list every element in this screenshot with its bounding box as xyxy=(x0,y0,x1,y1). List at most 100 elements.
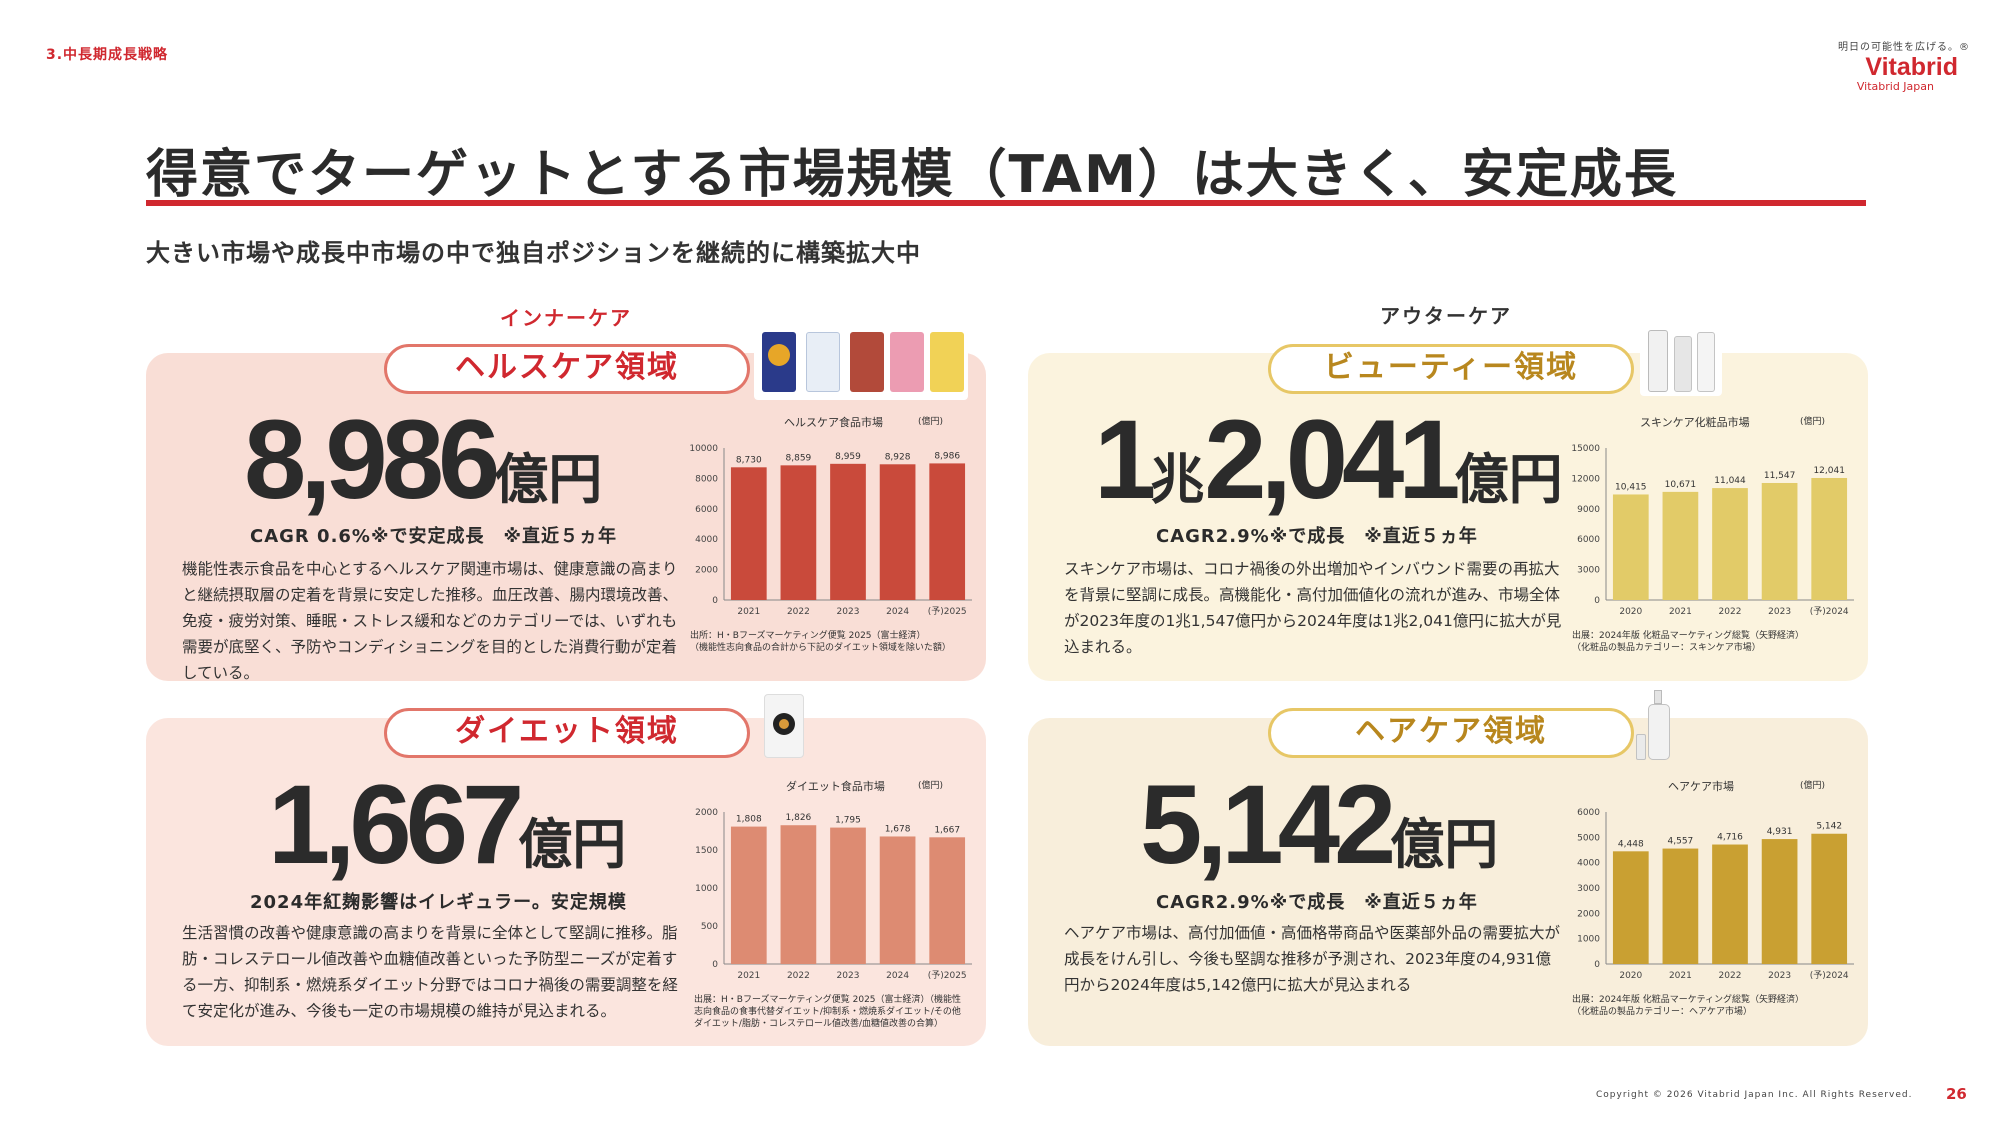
hair-y-tick-label: 4000 xyxy=(1577,859,1600,869)
beauty-x-tick-label: 2020 xyxy=(1619,607,1642,617)
hair-x-tick-label: 2020 xyxy=(1619,971,1642,981)
haircare-chart-title: ヘアケア市場 xyxy=(1668,780,1734,793)
diet-data-label: 1,826 xyxy=(786,813,812,823)
beauty-y-tick-label: 0 xyxy=(1594,596,1600,606)
beauty-y-tick-label: 6000 xyxy=(1577,535,1600,545)
hair-bar xyxy=(1612,851,1649,964)
diet-data-label: 1,667 xyxy=(934,825,960,835)
page-subtitle: 大きい市場や成長中市場の中で独自ポジションを継続的に構築拡大中 xyxy=(146,239,921,267)
healthcare-chart-source: 出所：H・Bフーズマーケティング便覧 2025（富士経済） （機能性志向食品の合… xyxy=(690,631,951,653)
healthcare-market-size: 8,986億円 xyxy=(244,395,602,524)
diet-data-label: 1,795 xyxy=(835,816,861,826)
hair-y-tick-label: 5000 xyxy=(1577,833,1600,843)
diet-note: 2024年紅麹影響はイレギュラー。安定規模 xyxy=(250,892,627,913)
diet-data-label: 1,808 xyxy=(736,815,762,825)
health-x-tick-label: 2024 xyxy=(886,607,909,617)
health-bar xyxy=(730,467,767,600)
healthcare-chart-unit: (億円) xyxy=(918,417,944,427)
title-divider xyxy=(146,200,1866,206)
beauty-data-label: 10,415 xyxy=(1615,482,1647,492)
brand-sub: Vitabrid Japan xyxy=(1856,80,1934,93)
beauty-data-label: 12,041 xyxy=(1813,466,1845,476)
healthcare-product-image xyxy=(754,326,968,400)
health-y-tick-label: 0 xyxy=(712,596,718,606)
health-bar xyxy=(929,463,966,600)
haircare-bar-chart: 0 1000 2000 3000 4000 5000 6000 4,448 2020 4,557 2… xyxy=(1577,808,1854,981)
page-title: 得意でターゲットとする市場規模（TAM）は大きく、安定成長 xyxy=(146,145,1678,205)
beauty-cagr: CAGR2.9%※で成長 ※直近５ヵ年 xyxy=(1156,526,1478,547)
category-outer-care: アウターケア xyxy=(1380,304,1512,328)
category-inner-care: インナーケア xyxy=(500,306,632,330)
health-y-tick-label: 10000 xyxy=(689,444,718,454)
beauty-x-tick-label: 2021 xyxy=(1669,607,1692,617)
hair-x-tick-label: 2022 xyxy=(1719,971,1742,981)
beauty-y-tick-label: 12000 xyxy=(1571,474,1600,484)
beauty-market-unit: 億円 xyxy=(1454,448,1563,511)
beauty-y-tick-label: 15000 xyxy=(1571,444,1600,454)
haircare-chart-source: 出展：2024年版 化粧品マーケティング総覧（矢野経済） （化粧品の製品カテゴリ… xyxy=(1572,995,1805,1017)
beauty-bar-chart: 0 3000 6000 9000 12000 15000 10,415 2020 10,671 2… xyxy=(1571,444,1854,617)
diet-data-label: 1,678 xyxy=(885,824,911,834)
section-label: 3.中長期成長戦略 xyxy=(46,47,169,63)
diet-chart-title: ダイエット食品市場 xyxy=(786,780,885,793)
health-bar xyxy=(780,465,817,600)
beauty-bar xyxy=(1811,477,1848,600)
beauty-data-label: 10,671 xyxy=(1665,480,1697,490)
hair-x-tick-label: 2023 xyxy=(1768,971,1791,981)
beauty-bar xyxy=(1712,488,1748,600)
hair-data-label: 4,931 xyxy=(1767,827,1793,837)
diet-bar xyxy=(879,836,916,964)
diet-market-unit: 億円 xyxy=(518,813,627,876)
hair-x-tick-label: (予)2024 xyxy=(1810,970,1849,981)
hair-x-tick-label: 2021 xyxy=(1669,971,1692,981)
diet-x-tick-label: 2021 xyxy=(737,971,760,981)
healthcare-market-unit: 億円 xyxy=(494,448,603,511)
hair-data-label: 5,142 xyxy=(1816,822,1842,832)
diet-y-tick-label: 1000 xyxy=(695,884,718,894)
beauty-chart-unit: (億円) xyxy=(1800,417,1826,427)
haircare-market-size: 5,142億円 xyxy=(1140,760,1498,889)
brand-tagline: 明日の可能性を広げる。® xyxy=(1838,42,1970,53)
beauty-bar xyxy=(1612,494,1649,600)
haircare-description: ヘアケア市場は、高付加価値・高価格帯商品や医薬部外品の需要拡大が成長をけん引し、… xyxy=(1064,924,1561,994)
hair-bar xyxy=(1662,848,1699,964)
healthcare-market-number: 8,986 xyxy=(244,397,500,522)
brand-name: Vitabrid xyxy=(1865,53,1958,81)
hair-data-label: 4,557 xyxy=(1668,837,1694,847)
haircare-chart-unit: (億円) xyxy=(1800,781,1826,791)
diet-bar-chart: 0 500 1000 1500 2000 1,808 2021 1,826 2022 1,795 2… xyxy=(695,808,972,981)
hair-bar xyxy=(1811,833,1848,964)
diet-bar xyxy=(730,826,767,964)
diet-label: ダイエット領域 xyxy=(384,708,750,758)
hair-y-tick-label: 6000 xyxy=(1577,808,1600,818)
hair-y-tick-label: 3000 xyxy=(1577,884,1600,894)
hair-y-tick-label: 1000 xyxy=(1577,935,1600,945)
beauty-market-unit-trillion: 兆 xyxy=(1150,448,1205,511)
health-data-label: 8,859 xyxy=(786,453,812,463)
page-number: 26 xyxy=(1946,1085,1967,1103)
healthcare-bar-chart: 0 2000 4000 6000 8000 10000 8,730 2021 8,859 2022… xyxy=(689,444,972,617)
health-y-tick-label: 8000 xyxy=(695,474,718,484)
diet-bar xyxy=(830,827,866,964)
beauty-x-tick-label: 2023 xyxy=(1768,607,1791,617)
hair-bar xyxy=(1761,839,1798,964)
beauty-product-image xyxy=(1640,326,1722,396)
beauty-description: スキンケア市場は、コロナ禍後の外出増加やインバウンド需要の再拡大を背景に堅調に成… xyxy=(1064,560,1562,656)
hair-data-label: 4,716 xyxy=(1717,833,1743,843)
haircare-market-unit: 億円 xyxy=(1390,813,1499,876)
beauty-x-tick-label: 2022 xyxy=(1719,607,1742,617)
beauty-data-label: 11,547 xyxy=(1764,471,1796,481)
diet-y-tick-label: 0 xyxy=(712,960,718,970)
health-x-tick-label: (予)2025 xyxy=(928,606,967,617)
beauty-chart-title: スキンケア化粧品市場 xyxy=(1640,416,1750,429)
beauty-market-number: 2,041 xyxy=(1204,397,1460,522)
health-y-tick-label: 4000 xyxy=(695,535,718,545)
diet-product-image xyxy=(764,694,804,758)
hair-bar xyxy=(1712,844,1748,964)
health-data-label: 8,959 xyxy=(835,452,861,462)
beauty-market-size: 1兆2,041億円 xyxy=(1094,395,1563,524)
health-y-tick-label: 2000 xyxy=(695,566,718,576)
hair-y-tick-label: 2000 xyxy=(1577,909,1600,919)
diet-chart-source: 出展：H・Bフーズマーケティング便覧 2025（富士経済）（機能性志向食品の食事… xyxy=(694,995,962,1029)
haircare-cagr: CAGR2.9%※で成長 ※直近５ヵ年 xyxy=(1156,892,1478,913)
